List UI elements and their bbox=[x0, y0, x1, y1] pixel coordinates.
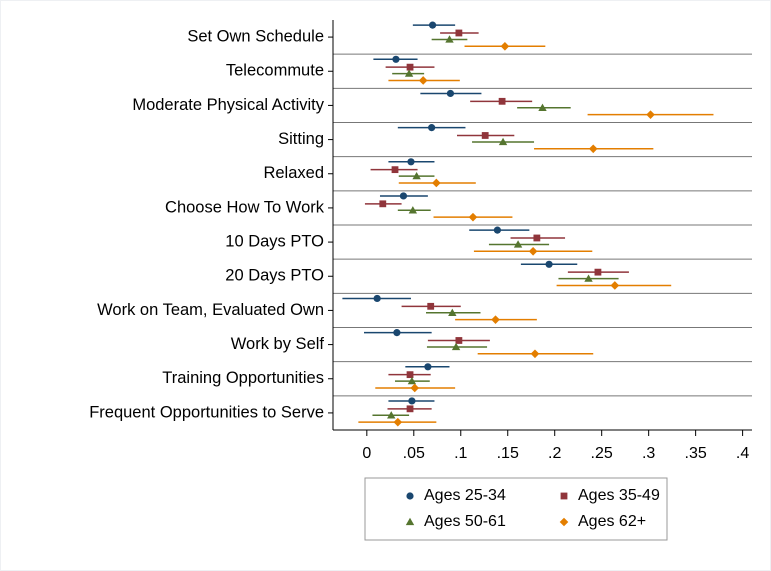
marker bbox=[481, 132, 489, 139]
legend-marker bbox=[405, 517, 415, 526]
marker bbox=[545, 260, 553, 268]
marker bbox=[407, 158, 415, 166]
marker bbox=[387, 411, 396, 419]
marker bbox=[406, 371, 414, 379]
legend-marker bbox=[559, 517, 569, 527]
marker bbox=[468, 212, 478, 222]
marker bbox=[412, 171, 421, 180]
category-label: Telecommute bbox=[226, 62, 324, 80]
legend-marker bbox=[406, 492, 414, 500]
marker bbox=[410, 383, 420, 393]
legend-label: Ages 62+ bbox=[578, 513, 646, 530]
x-tick-label: .4 bbox=[736, 445, 749, 462]
x-tick-label: .35 bbox=[685, 445, 707, 462]
x-tick-label: .1 bbox=[454, 445, 467, 462]
marker bbox=[493, 226, 502, 234]
category-label: Choose How To Work bbox=[165, 198, 325, 216]
marker bbox=[408, 206, 418, 214]
marker bbox=[427, 302, 435, 310]
category-label: Sitting bbox=[278, 130, 324, 148]
marker bbox=[391, 166, 399, 174]
x-tick-label: .2 bbox=[548, 445, 561, 462]
marker bbox=[406, 63, 414, 71]
marker bbox=[594, 268, 602, 276]
category-label: Work by Self bbox=[231, 335, 325, 353]
marker bbox=[418, 76, 428, 85]
category-label: Set Own Schedule bbox=[187, 27, 324, 45]
category-label: Frequent Opportunities to Serve bbox=[89, 403, 324, 421]
marker bbox=[408, 397, 416, 405]
x-tick-label: .05 bbox=[403, 445, 425, 462]
marker bbox=[500, 42, 510, 51]
marker bbox=[428, 124, 436, 132]
x-tick-label: 0 bbox=[362, 445, 371, 462]
marker bbox=[373, 294, 381, 303]
marker bbox=[498, 97, 506, 105]
marker bbox=[584, 274, 593, 282]
legend-box bbox=[364, 477, 668, 541]
marker bbox=[530, 349, 540, 359]
marker bbox=[392, 55, 400, 63]
marker bbox=[451, 342, 461, 351]
legend-label: Ages 25-34 bbox=[424, 487, 506, 504]
marker bbox=[432, 178, 441, 188]
legend-marker bbox=[560, 492, 568, 500]
x-tick-label: .3 bbox=[642, 445, 655, 462]
category-label: Work on Team, Evaluated Own bbox=[97, 301, 324, 319]
marker bbox=[646, 110, 655, 119]
category-label: 10 Days PTO bbox=[225, 232, 324, 250]
marker bbox=[428, 21, 437, 29]
marker bbox=[448, 308, 457, 316]
marker bbox=[588, 144, 598, 154]
legend-label: Ages 50-61 bbox=[424, 513, 506, 530]
marker bbox=[455, 337, 463, 344]
category-label: 20 Days PTO bbox=[225, 267, 324, 285]
marker bbox=[445, 35, 454, 43]
marker bbox=[538, 103, 547, 111]
marker bbox=[407, 376, 417, 385]
marker bbox=[610, 281, 620, 290]
marker bbox=[424, 363, 432, 371]
marker bbox=[528, 247, 538, 256]
marker bbox=[498, 137, 508, 146]
marker bbox=[455, 29, 463, 37]
marker bbox=[513, 240, 523, 248]
marker bbox=[491, 315, 500, 324]
legend-label: Ages 35-49 bbox=[578, 487, 660, 504]
marker bbox=[406, 405, 414, 413]
marker bbox=[399, 192, 408, 200]
marker bbox=[379, 200, 387, 208]
category-label: Moderate Physical Activity bbox=[132, 96, 324, 114]
marker bbox=[393, 417, 403, 427]
x-tick-label: .15 bbox=[497, 445, 519, 462]
category-label: Relaxed bbox=[263, 164, 324, 182]
marker bbox=[446, 89, 455, 98]
category-label: Training Opportunities bbox=[162, 369, 324, 387]
x-tick-label: .25 bbox=[591, 445, 613, 462]
marker bbox=[393, 329, 401, 337]
marker bbox=[404, 69, 414, 77]
marker bbox=[533, 234, 541, 242]
